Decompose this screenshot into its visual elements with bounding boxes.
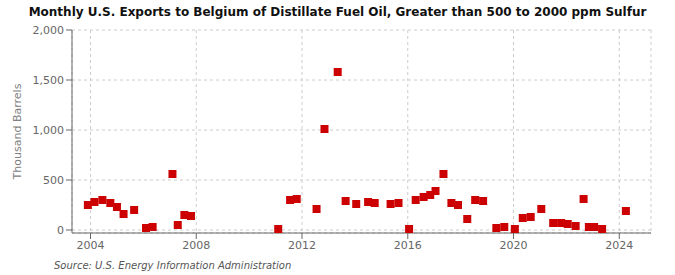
svg-text:2012: 2012 bbox=[288, 239, 316, 252]
svg-text:2004: 2004 bbox=[77, 239, 105, 252]
svg-text:1,500: 1,500 bbox=[33, 74, 65, 87]
svg-text:1,000: 1,000 bbox=[33, 124, 65, 137]
svg-text:2008: 2008 bbox=[182, 239, 210, 252]
svg-text:Thousand Barrels: Thousand Barrels bbox=[11, 83, 24, 180]
svg-text:2024: 2024 bbox=[605, 239, 633, 252]
svg-text:0: 0 bbox=[57, 224, 64, 237]
svg-text:2020: 2020 bbox=[500, 239, 528, 252]
svg-text:500: 500 bbox=[43, 174, 64, 187]
svg-text:2,000: 2,000 bbox=[33, 24, 65, 37]
html-text:Source: U.S. Energy Informatio: Source: U.S. Energy Information Administ… bbox=[54, 260, 292, 271]
html-text:Monthly U.S. Exports to Belgiu: Monthly U.S. Exports to Belgium of Disti… bbox=[28, 5, 647, 19]
svg-text:2016: 2016 bbox=[394, 239, 422, 252]
